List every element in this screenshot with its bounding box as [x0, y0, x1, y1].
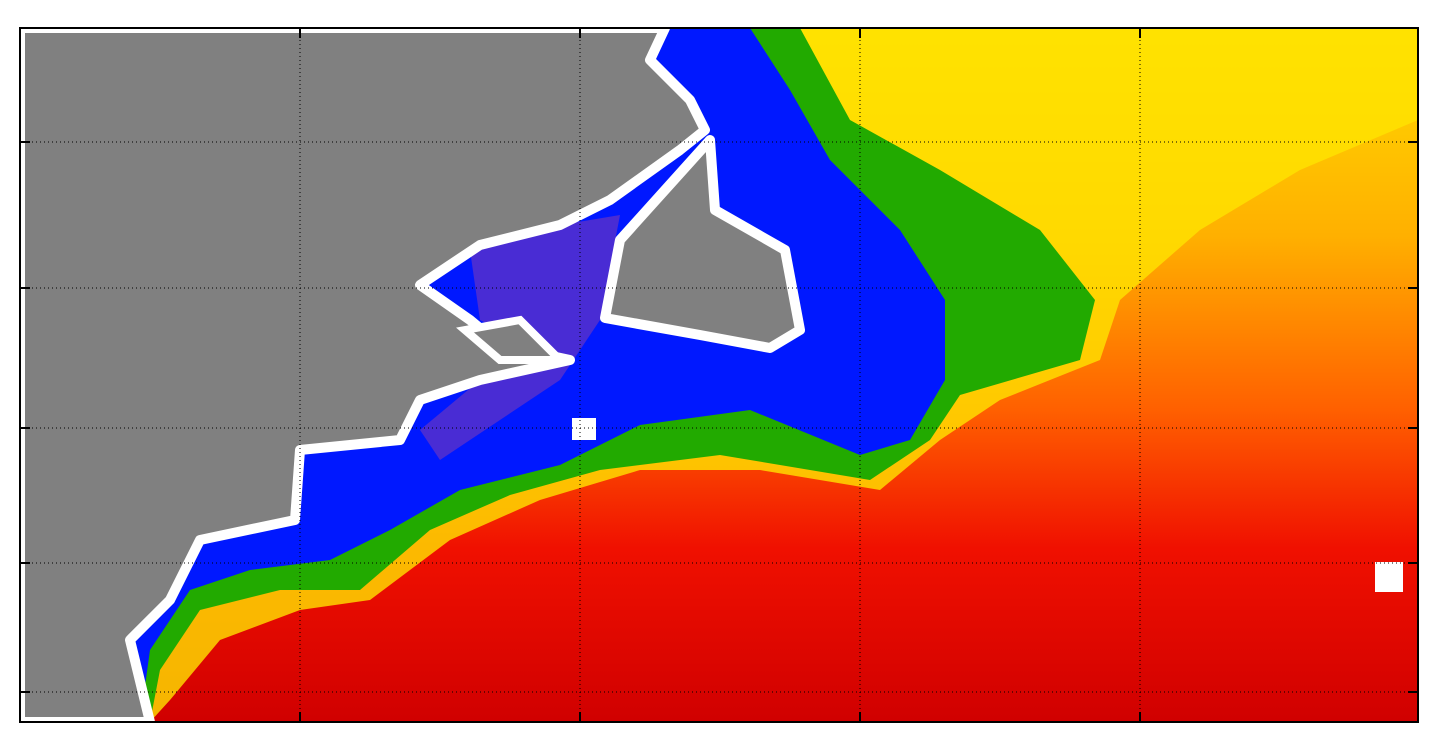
- newfoundland: [600, 135, 805, 353]
- map-area: [20, 28, 1418, 722]
- island: [456, 315, 570, 364]
- ticks: [20, 28, 1418, 722]
- tick-marks: [20, 28, 1418, 722]
- no-data: [1375, 562, 1403, 592]
- no-data: [572, 418, 596, 440]
- grid: [20, 28, 1418, 722]
- frame: [19, 27, 1419, 723]
